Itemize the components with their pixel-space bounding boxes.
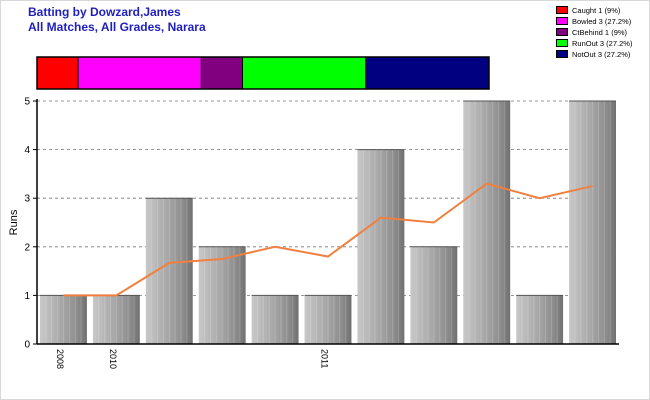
bar-body	[357, 149, 405, 344]
bar-0	[40, 294, 87, 344]
bar-body	[251, 295, 299, 344]
dismissal-segment-notout	[365, 56, 490, 90]
legend-label-bowled: Bowled 3 (27.2%)	[572, 17, 632, 26]
y-tick-label: 2	[24, 242, 30, 253]
x-tick-label: 2010	[108, 349, 118, 369]
dismissal-segment-caught	[36, 56, 79, 90]
x-tick-label: 2011	[320, 349, 330, 368]
bar-body	[516, 295, 564, 344]
x-ticks: 2008 2010 2011	[55, 349, 330, 369]
dismissal-segment-runout	[241, 56, 367, 90]
bar-7	[410, 246, 458, 344]
average-line-path	[63, 182, 593, 297]
y-axis-label: Runs	[8, 209, 20, 235]
bars	[40, 100, 616, 344]
bar-2	[145, 197, 193, 344]
bar-body	[145, 198, 193, 344]
chart-title: Batting by Dowzard,James	[28, 5, 181, 19]
y-tick-label: 5	[24, 97, 30, 108]
y-tick-label: 1	[24, 291, 30, 302]
legend-swatch-caught	[556, 6, 568, 14]
bar-body	[569, 101, 616, 344]
bar-body	[92, 295, 140, 344]
chart-subtitle: All Matches, All Grades, Narara	[28, 20, 206, 34]
axes	[36, 99, 619, 345]
bar-4	[251, 294, 299, 344]
legend-label-ctbehind: CtBehind 1 (9%)	[572, 28, 628, 37]
dismissal-bar	[36, 56, 490, 90]
x-tick-label: 2008	[55, 349, 65, 369]
bar-body	[463, 101, 511, 344]
bar-3	[198, 246, 246, 344]
bar-9	[516, 294, 564, 344]
legend-swatch-bowled	[556, 17, 568, 25]
y-tick-label: 4	[24, 145, 30, 156]
bar-8	[463, 100, 511, 344]
bar-6	[357, 149, 405, 344]
bar-1	[92, 294, 140, 344]
y-tick-label: 0	[24, 340, 30, 351]
bar-10	[569, 100, 616, 344]
dismissal-bar-outline	[36, 56, 490, 90]
legend-swatch-ctbehind	[556, 28, 568, 36]
bar-body	[410, 246, 458, 344]
legend-swatch-runout	[556, 39, 568, 47]
bar-body	[40, 295, 87, 344]
average-line	[63, 182, 593, 297]
bar-5	[304, 294, 352, 344]
dismissal-segment-bowled	[77, 56, 202, 90]
legend-swatch-notout	[556, 50, 568, 58]
legend-label-caught: Caught 1 (9%)	[572, 6, 621, 15]
bar-body	[198, 246, 246, 344]
grid-lines	[37, 100, 619, 296]
bar-body	[304, 295, 352, 344]
y-ticks: 0 1 2 3 4 5	[24, 97, 37, 351]
legend-label-notout: NotOut 3 (27.2%)	[572, 50, 631, 59]
y-tick-label: 3	[24, 194, 30, 205]
legend-label-runout: RunOut 3 (27.2%)	[572, 39, 633, 48]
dismissal-segment-ctbehind	[200, 56, 243, 90]
